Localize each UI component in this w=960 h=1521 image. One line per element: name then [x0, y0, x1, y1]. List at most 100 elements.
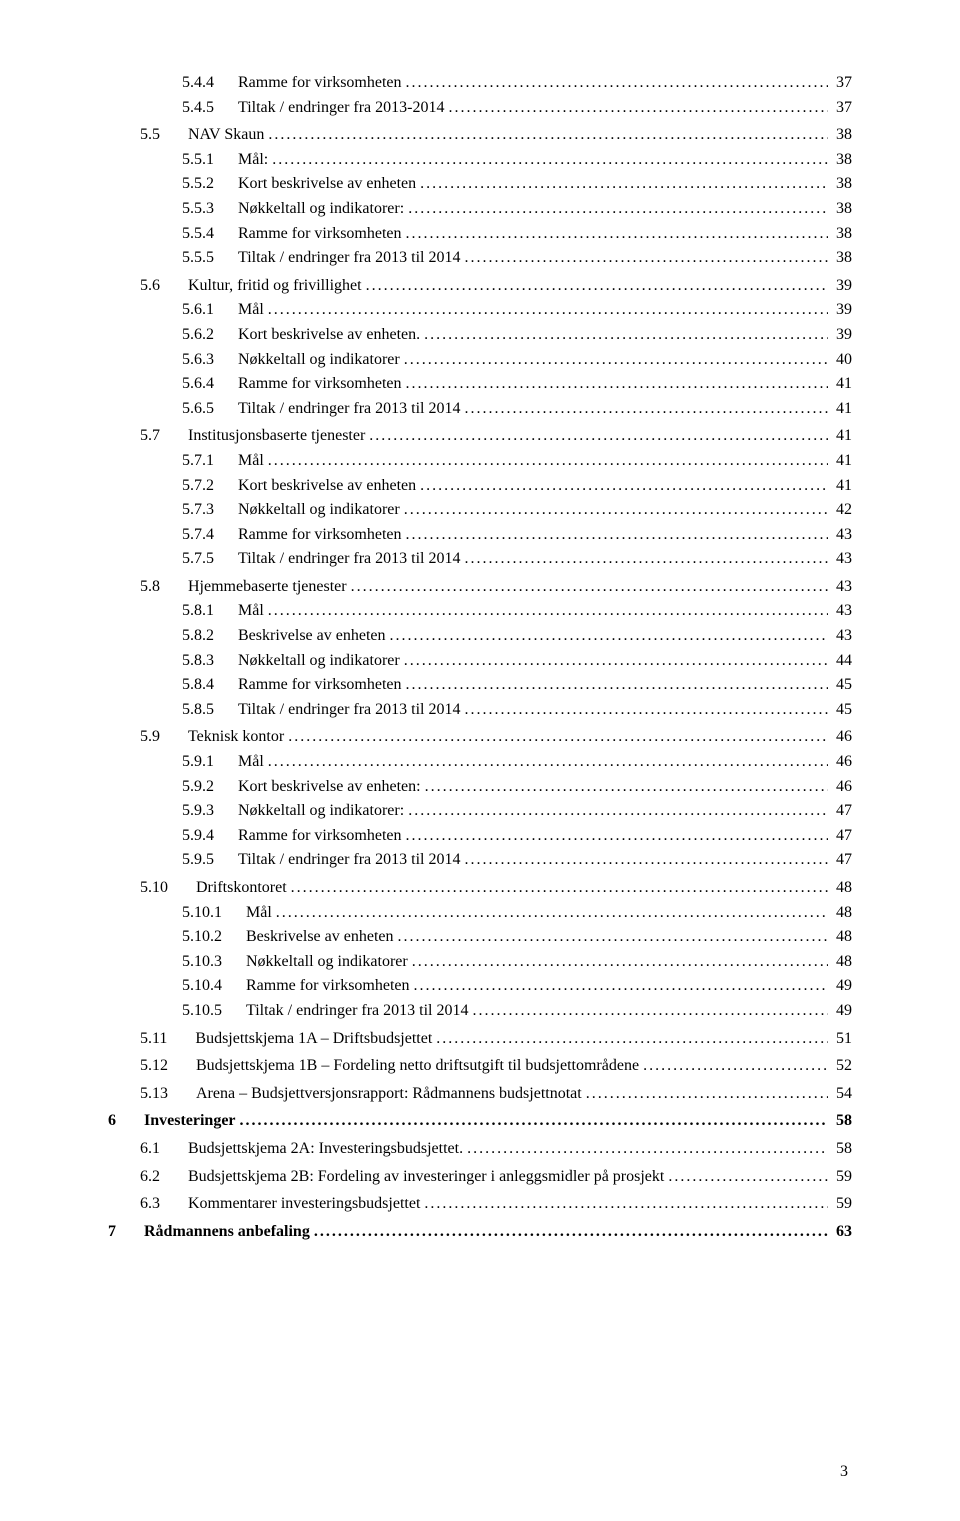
toc-leader-dots	[406, 72, 828, 94]
toc-leader-dots	[465, 247, 829, 269]
toc-entry: 6.2 Budsjettskjema 2B: Fordeling av inves…	[108, 1166, 852, 1188]
toc-title: Kultur, fritid og frivillighet	[188, 275, 362, 297]
toc-leader-dots	[404, 650, 828, 672]
toc-leader-dots	[425, 776, 828, 798]
toc-leader-dots	[414, 975, 828, 997]
page-number: 3	[840, 1463, 848, 1481]
toc-entry: 5.10.1Mål48	[108, 902, 852, 924]
toc-number: 6.2	[140, 1166, 160, 1188]
toc-page: 42	[832, 499, 852, 521]
toc-title: Hjemmebaserte tjenester	[188, 576, 347, 598]
toc-leader-dots	[668, 1166, 828, 1188]
toc-entry: 5.7.1Mål41	[108, 450, 852, 472]
toc-number: 5.8.1	[182, 600, 214, 622]
toc-entry: 5.6.3Nøkkeltall og indikatorer40	[108, 349, 852, 371]
toc-title: Mål	[238, 450, 264, 472]
toc-entry: 5.10.3Nøkkeltall og indikatorer48	[108, 951, 852, 973]
toc-title: Arena – Budsjettversjonsrapport: Rådmann…	[196, 1083, 582, 1105]
toc-title: Mål:	[238, 149, 268, 171]
toc-leader-dots	[467, 1138, 828, 1160]
toc-entry: 5.11Budsjettskjema 1A – Driftsbudsjettet…	[108, 1028, 852, 1050]
toc-number: 5.5	[140, 124, 160, 146]
toc-number: 5.5.2	[182, 173, 214, 195]
toc-title: Kommentarer investeringsbudsjettet	[188, 1193, 420, 1215]
toc-entry: 5.5NAV Skaun38	[108, 124, 852, 146]
toc-page: 41	[832, 450, 852, 472]
toc-number: 5.5.5	[182, 247, 214, 269]
toc-entry: 5.4.4Ramme for virksomheten37	[108, 72, 852, 94]
toc-page: 49	[832, 975, 852, 997]
toc-number: 5.8.5	[182, 699, 214, 721]
toc-title: Ramme for virksomheten	[238, 223, 402, 245]
toc-title: Budsjettskjema 1B – Fordeling netto drif…	[196, 1055, 639, 1077]
toc-number: 5.6	[140, 275, 160, 297]
toc-title: Mål	[238, 299, 264, 321]
document-page: 5.4.4Ramme for virksomheten375.4.5Tiltak…	[0, 0, 960, 1521]
toc-entry: 6.3Kommentarer investeringsbudsjettet59	[108, 1193, 852, 1215]
toc-page: 38	[832, 247, 852, 269]
toc-page: 49	[832, 1000, 852, 1022]
toc-page: 47	[832, 800, 852, 822]
toc-title: Budsjettskjema 2B: Fordeling av invester…	[188, 1166, 664, 1188]
toc-leader-dots	[390, 625, 829, 647]
toc-leader-dots	[465, 849, 829, 871]
toc-number: 5.9.4	[182, 825, 214, 847]
toc-title: Institusjonsbaserte tjenester	[188, 425, 365, 447]
toc-page: 46	[832, 776, 852, 798]
toc-entry: 5.8.3Nøkkeltall og indikatorer44	[108, 650, 852, 672]
toc-title: Nøkkeltall og indikatorer	[238, 349, 400, 371]
toc-number: 5.7.5	[182, 548, 214, 570]
toc-title: Tiltak / endringer fra 2013 til 2014	[238, 398, 461, 420]
toc-page: 63	[832, 1221, 852, 1243]
toc-leader-dots	[643, 1055, 828, 1077]
toc-leader-dots	[406, 223, 828, 245]
toc-page: 38	[832, 173, 852, 195]
toc-page: 43	[832, 524, 852, 546]
toc-number: 5.6.2	[182, 324, 214, 346]
toc-number: 5.7.4	[182, 524, 214, 546]
toc-number: 5.10.1	[182, 902, 222, 924]
toc-leader-dots	[268, 299, 828, 321]
toc-page: 58	[832, 1110, 852, 1132]
toc-page: 43	[832, 576, 852, 598]
toc-leader-dots	[406, 524, 828, 546]
toc-leader-dots	[404, 349, 828, 371]
toc-entry: 5.7.3Nøkkeltall og indikatorer42	[108, 499, 852, 521]
toc-page: 59	[832, 1166, 852, 1188]
toc-number: 5.7.2	[182, 475, 214, 497]
toc-number: 5.13	[140, 1083, 168, 1105]
toc-title: Kort beskrivelse av enheten	[238, 475, 416, 497]
toc-entry: 5.5.1Mål:38	[108, 149, 852, 171]
toc-page: 40	[832, 349, 852, 371]
toc-title: Nøkkeltall og indikatorer:	[238, 800, 404, 822]
toc-title: Mål	[238, 751, 264, 773]
toc-entry: 6Investeringer58	[108, 1110, 852, 1132]
toc-page: 47	[832, 825, 852, 847]
toc-entry: 5.10.4Ramme for virksomheten49	[108, 975, 852, 997]
toc-leader-dots	[424, 324, 828, 346]
toc-title: Ramme for virksomheten	[238, 674, 402, 696]
toc-entry: 5.8 Hjemmebaserte tjenester 43	[108, 576, 852, 598]
toc-entry: 5.9.5Tiltak / endringer fra 2013 til 201…	[108, 849, 852, 871]
toc-page: 39	[832, 299, 852, 321]
toc-page: 39	[832, 324, 852, 346]
toc-entry: 5.6.5Tiltak / endringer fra 2013 til 201…	[108, 398, 852, 420]
toc-page: 43	[832, 600, 852, 622]
toc-entry: 5.8.2Beskrivelse av enheten43	[108, 625, 852, 647]
toc-page: 41	[832, 398, 852, 420]
toc-page: 41	[832, 425, 852, 447]
toc-number: 5.8	[140, 576, 160, 598]
toc-title: Tiltak / endringer fra 2013 til 2014	[238, 699, 461, 721]
toc-title: Ramme for virksomheten	[246, 975, 410, 997]
toc-leader-dots	[369, 425, 828, 447]
toc-number: 5.5.1	[182, 149, 214, 171]
toc-entry: 5.8.4Ramme for virksomheten45	[108, 674, 852, 696]
toc-number: 5.6.4	[182, 373, 214, 395]
toc-entry: 5.8.5 Tiltak / endringer fra 2013 til 201…	[108, 699, 852, 721]
toc-leader-dots	[268, 751, 828, 773]
toc-entry: 5.5.4Ramme for virksomheten38	[108, 223, 852, 245]
toc-page: 41	[832, 475, 852, 497]
toc-page: 38	[832, 124, 852, 146]
toc-page: 52	[832, 1055, 852, 1077]
toc-entry: 5.6.4Ramme for virksomheten41	[108, 373, 852, 395]
